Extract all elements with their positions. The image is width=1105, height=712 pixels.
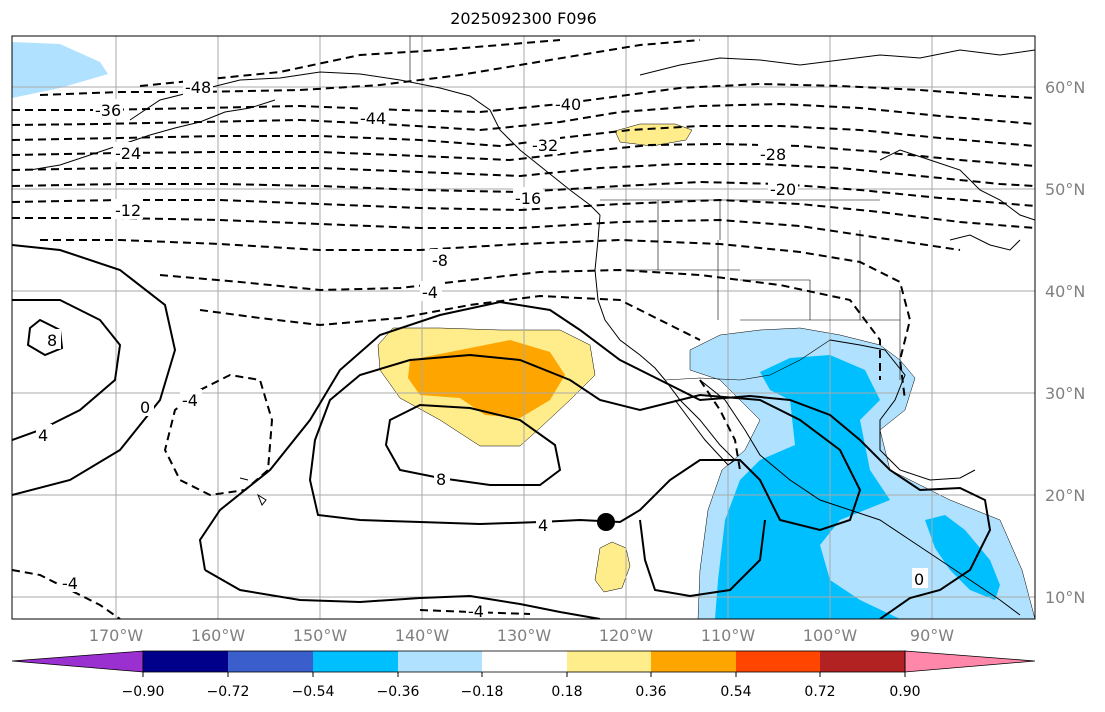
colorbar-frame xyxy=(142,650,906,673)
contour-8-central-high xyxy=(384,403,562,486)
colorbar-swatch xyxy=(313,651,398,672)
longitude-label: 110°W xyxy=(700,626,756,645)
positive-shading-light-south xyxy=(594,541,631,593)
colorbar-swatch xyxy=(398,651,482,672)
contour-minus4-south xyxy=(419,609,531,615)
coastlines xyxy=(29,49,1035,616)
colorbar-tick-label: −0.18 xyxy=(460,684,504,700)
political-borders xyxy=(409,36,901,381)
contour-label: -40 xyxy=(555,95,581,114)
colorbar-tick-label: −0.90 xyxy=(121,684,165,700)
contour-label: -4 xyxy=(468,602,484,621)
contour-label: -20 xyxy=(770,180,796,199)
gulf-coast xyxy=(829,339,976,481)
contour-label: -12 xyxy=(115,201,141,220)
contour-label: 0 xyxy=(140,398,150,417)
contour-label: 4 xyxy=(38,426,48,445)
contour-label: 0 xyxy=(914,570,924,589)
contour-4-central-high xyxy=(308,353,862,532)
colorbar-tick-label: 0.18 xyxy=(551,684,583,700)
contour-label: 8 xyxy=(47,331,57,350)
colorbar-swatch xyxy=(651,651,736,672)
colorbar-swatch xyxy=(820,651,905,672)
latitude-label: 30°N xyxy=(1045,384,1086,403)
us-mexico-border xyxy=(664,339,831,381)
arctic-coast xyxy=(639,49,1035,76)
contour-lines xyxy=(12,39,1035,619)
colorbar-tick-label: −0.72 xyxy=(206,684,250,700)
graticule xyxy=(12,36,1035,619)
longitude-label: 120°W xyxy=(598,626,654,645)
contour-label: -16 xyxy=(515,189,541,208)
latitude-label: 50°N xyxy=(1045,180,1086,199)
negative-shading-dark-central-america xyxy=(925,515,1000,600)
contour-label: 4 xyxy=(538,516,548,535)
latitude-label: 60°N xyxy=(1045,78,1086,97)
map-title: 2025092300 F096 xyxy=(450,9,597,28)
longitude-label: 90°W xyxy=(909,626,955,645)
mexico-pacific-coast xyxy=(699,379,1021,616)
positive-shading-dark-center xyxy=(408,340,565,418)
colorbar-tick-label: 0.54 xyxy=(720,684,752,700)
longitude-label: 170°W xyxy=(88,626,144,645)
colorbar-swatch-above xyxy=(904,650,1036,673)
contour-minus4-southwest xyxy=(12,569,121,619)
contour-0-south-loop xyxy=(204,569,601,619)
contour-label: -28 xyxy=(760,145,786,164)
colorbar xyxy=(11,650,1036,677)
longitude-label: 150°W xyxy=(292,626,348,645)
aleutian-chain xyxy=(29,99,276,171)
colorbar-tick-label: 0.90 xyxy=(889,684,921,700)
colorbar-tick-label: −0.36 xyxy=(376,684,420,700)
negative-contours xyxy=(12,39,1035,619)
great-lakes xyxy=(949,234,1021,251)
contour-0-west-high xyxy=(12,244,177,496)
colorbar-swatch xyxy=(567,651,651,672)
negative-shading-light-nw xyxy=(12,42,108,98)
colorbar-swatch xyxy=(228,651,313,672)
contour-label: 8 xyxy=(436,470,446,489)
contour-label: -36 xyxy=(95,101,121,120)
contour-label: -24 xyxy=(115,144,141,163)
positive-shading-light-north xyxy=(614,123,693,147)
alaska-coast xyxy=(129,71,601,216)
longitude-label: 140°W xyxy=(394,626,450,645)
contour-label: -4 xyxy=(62,574,78,593)
contour-label: -8 xyxy=(432,251,448,270)
contour-4-west-high xyxy=(12,299,122,441)
colorbar-swatch-below xyxy=(11,650,144,673)
contour-label: -4 xyxy=(182,391,198,410)
colorbar-tick-label: 0.72 xyxy=(804,684,836,700)
latitude-label: 40°N xyxy=(1045,282,1086,301)
contour-label: -44 xyxy=(360,109,386,128)
hudson-bay xyxy=(879,149,1035,221)
west-coast-us xyxy=(594,214,666,381)
contour-label: -48 xyxy=(185,78,211,97)
longitude-label: 130°W xyxy=(496,626,552,645)
latitude-label: 20°N xyxy=(1045,486,1086,505)
contour-label-layer: -48 -44 -40 -36 -32 -28 -24 -20 -16 -12 … xyxy=(36,76,928,621)
latitude-label: 10°N xyxy=(1045,588,1086,607)
colorbar-swatch xyxy=(482,651,567,672)
colorbar-tick-label: −0.54 xyxy=(291,684,335,700)
colorbar-swatch xyxy=(143,651,228,672)
contour-label: -4 xyxy=(422,283,438,302)
contour-0-south-tail xyxy=(639,519,766,598)
longitude-label: 100°W xyxy=(802,626,858,645)
longitude-label: 160°W xyxy=(190,626,246,645)
contour-label: -32 xyxy=(532,136,558,155)
hawaii-islands xyxy=(239,477,267,506)
contour-0-central-high xyxy=(198,300,992,619)
storm-center-marker xyxy=(597,513,615,531)
map-frame xyxy=(11,35,1036,620)
colorbar-tick-label: 0.36 xyxy=(635,684,667,700)
us-state-lines xyxy=(626,200,901,380)
colorbar-swatch xyxy=(736,651,820,672)
